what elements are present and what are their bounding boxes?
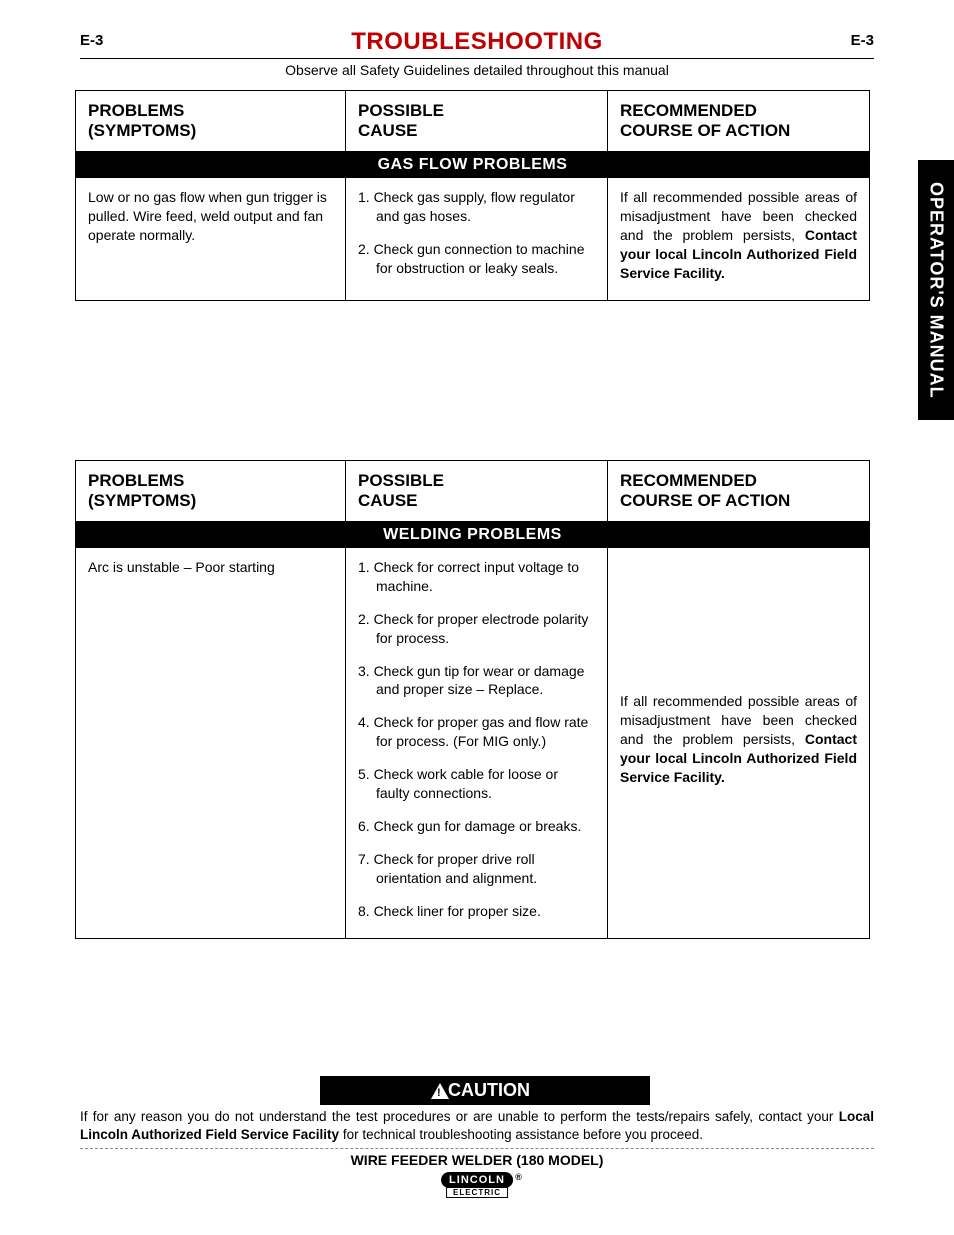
header-rec-l1: RECOMMENDED xyxy=(620,101,757,120)
cause-item: 4. Check for proper gas and flow rate fo… xyxy=(358,713,595,751)
problem-cell: Arc is unstable – Poor starting xyxy=(76,548,346,938)
header-problems: PROBLEMS (SYMPTOMS) xyxy=(76,461,346,521)
header-problems-l2: (SYMPTOMS) xyxy=(88,121,196,140)
gas-flow-table: PROBLEMS (SYMPTOMS) POSSIBLE CAUSE RECOM… xyxy=(75,90,870,301)
caution-text-plain: If for any reason you do not understand … xyxy=(80,1109,839,1124)
header-cause-l2: CAUSE xyxy=(358,491,418,510)
table-header-row: PROBLEMS (SYMPTOMS) POSSIBLE CAUSE RECOM… xyxy=(76,91,869,152)
header-cause-l1: POSSIBLE xyxy=(358,471,444,490)
caution-text: If for any reason you do not understand … xyxy=(80,1108,874,1144)
problem-cell: Low or no gas flow when gun trigger is p… xyxy=(76,178,346,300)
cause-item: 2. Check for proper electrode polarity f… xyxy=(358,610,595,648)
header-problems-l1: PROBLEMS xyxy=(88,101,184,120)
cause-item: 2. Check gun connection to machine for o… xyxy=(358,240,595,278)
cause-cell: 1. Check gas supply, flow regulator and … xyxy=(346,178,608,300)
header-cause: POSSIBLE CAUSE xyxy=(346,461,608,521)
logo-electric: ELECTRIC xyxy=(446,1187,508,1198)
section-bar-welding: WELDING PROBLEMS xyxy=(76,522,869,548)
title-rule xyxy=(80,58,874,59)
header-recommended: RECOMMENDED COURSE OF ACTION xyxy=(608,461,869,521)
header-problems-l1: PROBLEMS xyxy=(88,471,184,490)
recommendation-cell: If all recommended possible areas of mis… xyxy=(608,178,869,300)
header-cause-l1: POSSIBLE xyxy=(358,101,444,120)
caution-rule xyxy=(80,1148,874,1149)
caution-label: CAUTION xyxy=(448,1080,530,1101)
welding-table: PROBLEMS (SYMPTOMS) POSSIBLE CAUSE RECOM… xyxy=(75,460,870,939)
table-header-row: PROBLEMS (SYMPTOMS) POSSIBLE CAUSE RECOM… xyxy=(76,461,869,522)
header-problems-l2: (SYMPTOMS) xyxy=(88,491,196,510)
page-number-right: E-3 xyxy=(851,32,874,49)
cause-item: 5. Check work cable for loose or faulty … xyxy=(358,765,595,803)
caution-box: CAUTION xyxy=(320,1076,650,1105)
header-rec-l1: RECOMMENDED xyxy=(620,471,757,490)
safety-guideline-text: Observe all Safety Guidelines detailed t… xyxy=(0,62,954,78)
header-rec-l2: COURSE OF ACTION xyxy=(620,121,790,140)
header-rec-l2: COURSE OF ACTION xyxy=(620,491,790,510)
side-tab-label: OPERATOR'S MANUAL xyxy=(918,160,954,420)
logo-main-text: LINCOLN xyxy=(449,1174,505,1186)
table-row: Arc is unstable – Poor starting 1. Check… xyxy=(76,548,869,938)
recommendation-cell: If all recommended possible areas of mis… xyxy=(608,548,869,938)
footer-logo: LINCOLN ® ELECTRIC xyxy=(441,1172,513,1198)
footer-model: WIRE FEEDER WELDER (180 MODEL) xyxy=(0,1152,954,1168)
page-title: TROUBLESHOOTING xyxy=(0,28,954,56)
cause-item: 7. Check for proper drive roll orientati… xyxy=(358,850,595,888)
section-bar-gas-flow: GAS FLOW PROBLEMS xyxy=(76,152,869,178)
header-cause: POSSIBLE CAUSE xyxy=(346,91,608,151)
header-problems: PROBLEMS (SYMPTOMS) xyxy=(76,91,346,151)
cause-item: 1. Check for correct input voltage to ma… xyxy=(358,558,595,596)
logo-lincoln: LINCOLN ® xyxy=(441,1172,513,1188)
cause-item: 1. Check gas supply, flow regulator and … xyxy=(358,188,595,226)
header-recommended: RECOMMENDED COURSE OF ACTION xyxy=(608,91,869,151)
caution-text-after: for technical troubleshooting assistance… xyxy=(339,1127,703,1142)
logo-registered-icon: ® xyxy=(515,1172,523,1182)
cause-cell: 1. Check for correct input voltage to ma… xyxy=(346,548,608,938)
header-cause-l2: CAUSE xyxy=(358,121,418,140)
cause-item: 8. Check liner for proper size. xyxy=(358,902,595,921)
cause-item: 6. Check gun for damage or breaks. xyxy=(358,817,595,836)
table-row: Low or no gas flow when gun trigger is p… xyxy=(76,178,869,300)
cause-item: 3. Check gun tip for wear or damage and … xyxy=(358,662,595,700)
